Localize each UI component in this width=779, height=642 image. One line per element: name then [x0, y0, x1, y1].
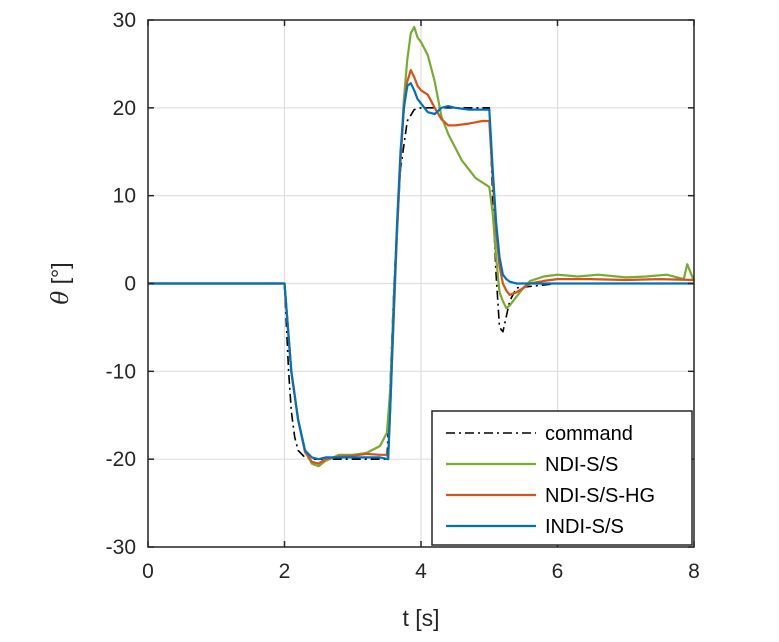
x-axis-label: t [s]: [402, 605, 439, 631]
axis-ticks: 0 2 4 6 8 -30 -20 -10 0 10 20 30: [106, 9, 700, 583]
y-tick-label: -20: [106, 448, 136, 471]
legend-label: command: [545, 423, 633, 445]
legend-box: [431, 410, 693, 546]
legend-label: INDI-S/S: [545, 516, 624, 538]
y-tick-label: 20: [113, 97, 136, 120]
series-line-indi-s-s: [148, 82, 694, 461]
legend-label: NDI-S/S: [545, 454, 618, 476]
series-line-ndi-s-s: [148, 25, 696, 468]
y-tick-label: 30: [113, 9, 136, 32]
y-tick-label: 0: [124, 273, 136, 296]
series-line-ndi-s-s-hg: [148, 68, 695, 465]
y-tick-label: 10: [113, 185, 136, 208]
y-axis-label: θ [°]: [47, 262, 74, 304]
series-lines: [148, 25, 696, 468]
x-tick-label: 6: [552, 560, 564, 583]
x-tick-label: 4: [415, 560, 427, 583]
x-tick-label: 2: [279, 560, 291, 583]
x-tick-label: 8: [688, 560, 700, 583]
legend-label: NDI-S/S-HG: [545, 485, 655, 507]
y-tick-label: -10: [106, 360, 136, 383]
y-axis-symbol: θ: [48, 291, 74, 305]
y-axis-unit: [°]: [47, 262, 73, 290]
x-tick-label: 0: [142, 560, 154, 583]
y-tick-label: -30: [106, 536, 136, 559]
legend: command NDI-S/S NDI-S/S-HG INDI-S/S: [431, 410, 693, 546]
